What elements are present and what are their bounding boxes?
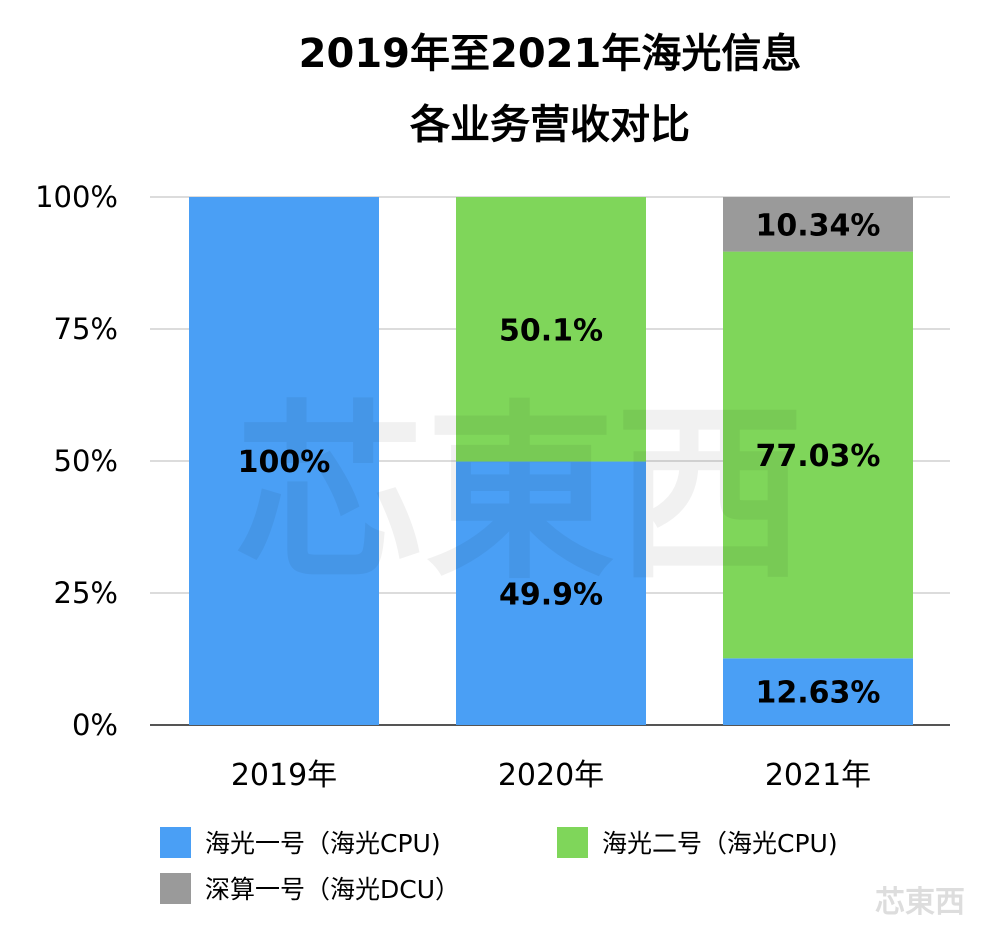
bar-segment bbox=[723, 197, 913, 252]
y-axis-ticks: 0% 25% 50% 75% 100% bbox=[35, 180, 118, 742]
data-label: 77.03% bbox=[756, 439, 881, 474]
legend-swatch bbox=[557, 827, 588, 858]
bar-segment bbox=[723, 251, 913, 659]
y-tick-label: 0% bbox=[72, 708, 118, 742]
data-label: 49.9% bbox=[499, 577, 603, 612]
data-label: 12.63% bbox=[756, 676, 881, 711]
x-tick-label: 2020年 bbox=[498, 758, 604, 793]
legend-label: 海光一号（海光CPU) bbox=[205, 829, 441, 858]
bar-segment bbox=[723, 658, 913, 725]
data-label: 50.1% bbox=[499, 313, 603, 348]
bars bbox=[189, 197, 913, 725]
data-label: 100% bbox=[238, 445, 331, 480]
x-axis-ticks: 2019年 2020年 2021年 bbox=[231, 758, 871, 793]
y-tick-label: 75% bbox=[54, 312, 118, 346]
y-tick-label: 100% bbox=[35, 180, 118, 214]
legend: 海光一号（海光CPU) 海光二号（海光CPU) 深算一号（海光DCU） bbox=[160, 827, 838, 904]
bar-segment bbox=[456, 461, 646, 725]
watermark-logo-text: 芯東西 bbox=[235, 384, 805, 605]
chart-title-line-2: 各业务营收对比 bbox=[410, 102, 690, 148]
legend-label: 深算一号（海光DCU） bbox=[205, 875, 460, 904]
chart-title-line-1: 2019年至2021年海光信息 bbox=[299, 31, 802, 77]
bar-segment bbox=[456, 197, 646, 462]
data-labels: 100% 49.9% 50.1% 12.63% 77.03% 10.34% bbox=[238, 208, 881, 710]
legend-swatch bbox=[160, 827, 191, 858]
x-tick-label: 2019年 bbox=[231, 758, 337, 793]
x-tick-label: 2021年 bbox=[765, 758, 871, 793]
bar-segment bbox=[189, 197, 379, 725]
legend-label: 海光二号（海光CPU) bbox=[602, 829, 838, 858]
data-label: 10.34% bbox=[756, 208, 881, 243]
y-tick-label: 50% bbox=[54, 444, 118, 478]
y-tick-label: 25% bbox=[54, 576, 118, 610]
legend-swatch bbox=[160, 873, 191, 904]
corner-watermark-text: 芯東西 bbox=[875, 885, 965, 920]
